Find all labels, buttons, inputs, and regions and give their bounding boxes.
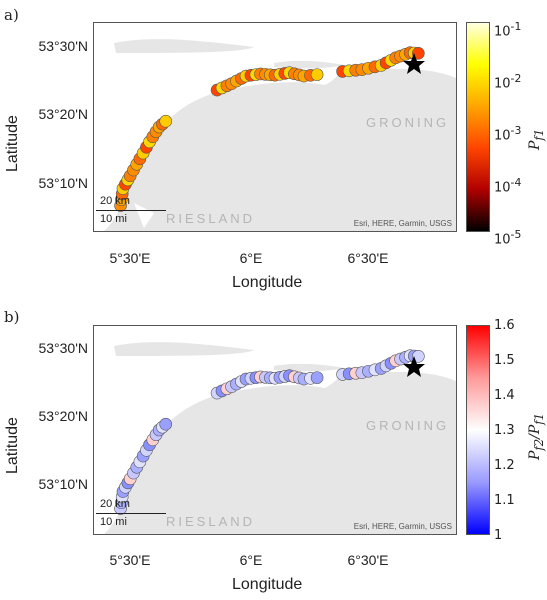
xlabel-b: Longitude <box>232 576 303 593</box>
cb-a-title: Pf1 <box>527 128 546 150</box>
cb-a-tick-2: 10-2 <box>494 72 522 92</box>
cb-a-tick-1: 10-1 <box>494 20 522 40</box>
map-b-svg <box>94 326 456 534</box>
ytick-a-2: 53°20'N <box>38 106 88 122</box>
scale-bar: 20 km 10 mi <box>96 496 171 532</box>
panel-b-letter: b) <box>4 308 20 326</box>
cb-b-tick-5: 1.2 <box>494 458 515 473</box>
ylabel-b: Latitude <box>4 417 21 474</box>
station-marker <box>412 46 425 60</box>
attribution: Esri, HERE, Garmin, USGS <box>353 219 452 228</box>
scale-km: 20 km <box>100 498 130 510</box>
xtick-b-2: 6°E <box>239 552 263 568</box>
station-marker <box>412 349 425 363</box>
place-groningen: GRONING <box>366 418 450 433</box>
ytick-b-3: 53°10'N <box>38 476 88 492</box>
scale-bar: 20 km 10 mi <box>96 193 171 229</box>
cb-a-tick-3: 10-3 <box>494 124 522 144</box>
cb-b-tick-6: 1.1 <box>494 493 515 508</box>
island-1 <box>114 342 254 356</box>
track-b <box>114 349 425 515</box>
panel-a-letter: a) <box>4 6 19 24</box>
scale-mi: 10 mi <box>100 516 127 528</box>
scale-km: 20 km <box>100 195 130 207</box>
attribution: Esri, HERE, Garmin, USGS <box>353 522 452 531</box>
cb-b-tick-1: 1.6 <box>494 318 515 333</box>
scale-mi: 10 mi <box>100 213 127 225</box>
ytick-b-2: 53°20'N <box>38 408 88 424</box>
ytick-a-3: 53°10'N <box>38 175 88 191</box>
wadden-water <box>94 23 456 231</box>
cb-b-tick-4: 1.3 <box>494 423 515 438</box>
cb-b-tick-3: 1.4 <box>494 388 515 403</box>
xlabel-a: Longitude <box>232 274 303 291</box>
colorbar-a <box>466 22 490 232</box>
xtick-a-3: 6°30'E <box>347 250 389 266</box>
track-a <box>114 46 425 212</box>
cb-b-tick-7: 1 <box>494 528 503 543</box>
epicenter-star <box>403 356 425 377</box>
ytick-a-1: 53°30'N <box>38 38 88 54</box>
ylabel-a: Latitude <box>4 115 21 172</box>
station-marker <box>159 114 173 128</box>
station-marker <box>310 68 324 81</box>
map-a-svg <box>94 23 456 231</box>
station-marker <box>310 371 324 384</box>
map-a: GRONING RIESLAND Esri, HERE, Garmin, USG… <box>93 22 457 232</box>
island-2 <box>274 363 344 372</box>
cb-a-tick-4: 10-4 <box>494 176 522 196</box>
cb-b-tick-2: 1.5 <box>494 353 515 368</box>
island-2 <box>274 60 344 69</box>
xtick-a-1: 5°30'E <box>109 250 151 266</box>
ytick-b-1: 53°30'N <box>38 340 88 356</box>
xtick-a-2: 6°E <box>239 250 263 266</box>
lakes <box>134 203 154 228</box>
place-friesland: RIESLAND <box>166 211 256 226</box>
cb-b-title: Pf2/Pf1 <box>527 412 546 460</box>
epicenter-star <box>403 53 425 74</box>
xtick-b-3: 6°30'E <box>347 552 389 568</box>
map-b: GRONING RIESLAND Esri, HERE, Garmin, USG… <box>93 325 457 535</box>
place-friesland: RIESLAND <box>166 514 256 529</box>
place-groningen: GRONING <box>366 115 450 130</box>
island-1 <box>114 39 254 53</box>
station-marker <box>159 417 173 431</box>
cb-a-tick-5: 10-5 <box>494 228 522 248</box>
colorbar-b <box>466 325 490 535</box>
xtick-b-1: 5°30'E <box>109 552 151 568</box>
wadden-water <box>94 326 456 534</box>
